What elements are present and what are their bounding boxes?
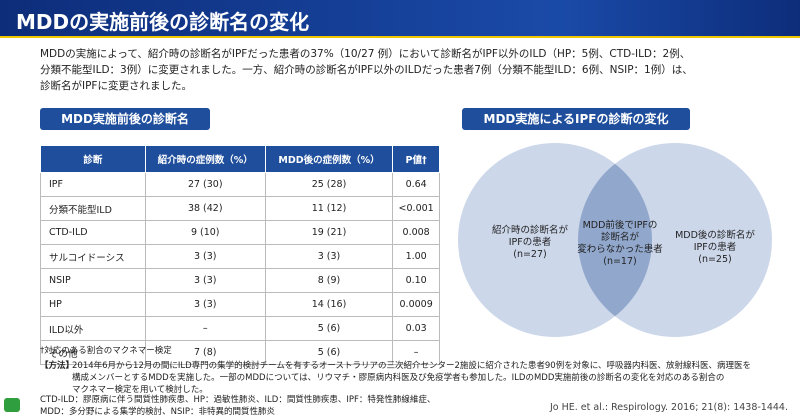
table-cell: 0.10: [392, 268, 440, 293]
venn-line: IPFの患者: [508, 237, 552, 248]
venn-line: IPFの患者: [693, 242, 737, 253]
method-line: 構成メンバーとするMDDを実施した。一部のMDDについては、リウマチ・膠原病内科…: [72, 373, 725, 383]
table-cell: NSIP: [40, 268, 146, 293]
section-title: MDD実施前後の診断名: [40, 108, 210, 130]
venn-line: MDD前後でIPFの: [582, 220, 658, 231]
table-cell: 38 (42): [144, 196, 266, 221]
table-cell: 0.0009: [392, 292, 440, 317]
table-cell: HP: [40, 292, 146, 317]
table-cell: CTD-ILD: [40, 220, 146, 245]
intro-line: MDDの実施によって、紹介時の診断名がIPFだった患者の37%（10/27 例）…: [40, 48, 691, 60]
header-bar: [0, 0, 800, 38]
method-label: 【方法】: [40, 361, 75, 371]
table-row: NSIP 3 (3) 8 (9) 0.10: [40, 268, 440, 293]
table-header: 診断 紹介時の症例数（%） MDD後の症例数（%） P値†: [40, 145, 440, 173]
column-header: 紹介時の症例数（%）: [144, 145, 266, 173]
venn-line: (n=17): [603, 256, 637, 267]
table-cell: 5 (6): [264, 340, 394, 365]
intro: MDDの実施によって、紹介時の診断名がIPFだった患者の37%（10/27 例）…: [40, 46, 693, 94]
table-cell: 11 (12): [264, 196, 394, 221]
column-header: P値†: [392, 145, 440, 173]
venn-label: 紹介時の診断名が IPFの患者 (n=27): [470, 225, 590, 261]
table-cell: 0.03: [392, 316, 440, 341]
abbreviation-line: MDD：多分野による集学的検討、NSIP：非特異的間質性肺炎: [40, 407, 276, 416]
abbreviations: CTD-ILD：膠原病に伴う間質性肺疾患、HP：過敏性肺炎、ILD：間質性肺疾患…: [40, 394, 435, 416]
venn-diagram: [458, 143, 772, 337]
venn-label: MDD前後でIPFの 診断名が 変わらなかった患者 (n=17): [570, 220, 670, 268]
table-cell: 3 (3): [144, 268, 266, 293]
table-row: 分類不能型ILD 38 (42) 11 (12) <0.001: [40, 196, 440, 221]
table-row: ILD以外 –5 (6) 0.03: [40, 316, 440, 341]
title: MDDの実施前後の診断名の変化: [16, 10, 310, 34]
table-cell: 8 (9): [264, 268, 394, 293]
column-header: 診断: [40, 145, 146, 173]
section-title: MDD実施によるIPFの診断の変化: [462, 108, 690, 130]
column-header: MDD後の症例数（%）: [264, 145, 394, 173]
table-cell: –: [144, 316, 266, 341]
table-cell: 分類不能型ILD: [40, 196, 146, 221]
method-line: 2014年6月から12月の間にILD専門の集学的検討チームを有するオーストラリア…: [72, 361, 751, 371]
table-row: その他 7 (8) 5 (6) –: [40, 340, 440, 365]
table-cell: 0.64: [392, 172, 440, 197]
table-cell: 0.008: [392, 220, 440, 245]
table-cell: 14 (16): [264, 292, 394, 317]
venn-line: MDD後の診断名が: [675, 230, 755, 241]
table-cell: <0.001: [392, 196, 440, 221]
table-cell: 3 (3): [144, 292, 266, 317]
venn-overlap: [578, 143, 652, 337]
table-cell: 3 (3): [264, 244, 394, 269]
table-cell: サルコイドーシス: [40, 244, 146, 269]
abbreviation-line: CTD-ILD：膠原病に伴う間質性肺疾患、HP：過敏性肺炎、ILD：間質性肺疾患…: [40, 395, 436, 405]
table-cell: ILD以外: [40, 316, 146, 341]
venn-line: 診断名が: [600, 232, 639, 243]
method-line: マクネマー検定を用いて検討した。: [72, 385, 208, 395]
venn-line: 変わらなかった患者: [577, 244, 663, 255]
venn-line: (n=27): [513, 249, 547, 260]
table: 診断 紹介時の症例数（%） MDD後の症例数（%） P値† IPF 27 (30) 25 (…: [40, 145, 440, 365]
table-row: CTD-ILD 9 (10) 19 (21) 0.008: [40, 220, 440, 245]
table-cell: 3 (3): [144, 244, 266, 269]
venn-line: (n=25): [698, 254, 732, 265]
venn-label: MDD後の診断名が IPFの患者 (n=25): [655, 230, 775, 266]
table-cell: 9 (10): [144, 220, 266, 245]
table-cell: 1.00: [392, 244, 440, 269]
table-row: IPF 27 (30) 25 (28) 0.64: [40, 172, 440, 197]
table-cell: 27 (30): [144, 172, 266, 197]
footnote: †対応のある割合のマクネマー検定: [40, 346, 172, 356]
table-cell: 7 (8): [144, 340, 266, 365]
intro-line: 分類不能型ILD：3例）に変更されました。一方、紹介時の診断名がIPF以外のIL…: [40, 64, 693, 76]
table-cell: IPF: [40, 172, 146, 197]
method: 【方法】 2014年6月から12月の間にILD専門の集学的検討チームを有するオー…: [40, 360, 780, 396]
table-cell: 19 (21): [264, 220, 394, 245]
venn-line: 紹介時の診断名が: [491, 225, 568, 236]
table-cell: 5 (6): [264, 316, 394, 341]
citation: Jo HE. et al.: Respirology. 2016; 21(8):…: [549, 402, 788, 413]
table-row: HP 3 (3) 14 (16) 0.0009: [40, 292, 440, 317]
table-cell: –: [392, 340, 440, 365]
intro-line: 診断名がIPFに変更されました。: [40, 80, 192, 92]
table-cell: 25 (28): [264, 172, 394, 197]
table-row: サルコイドーシス 3 (3) 3 (3) 1.00: [40, 244, 440, 269]
logo: [4, 398, 20, 412]
table-cell: その他: [40, 340, 146, 365]
